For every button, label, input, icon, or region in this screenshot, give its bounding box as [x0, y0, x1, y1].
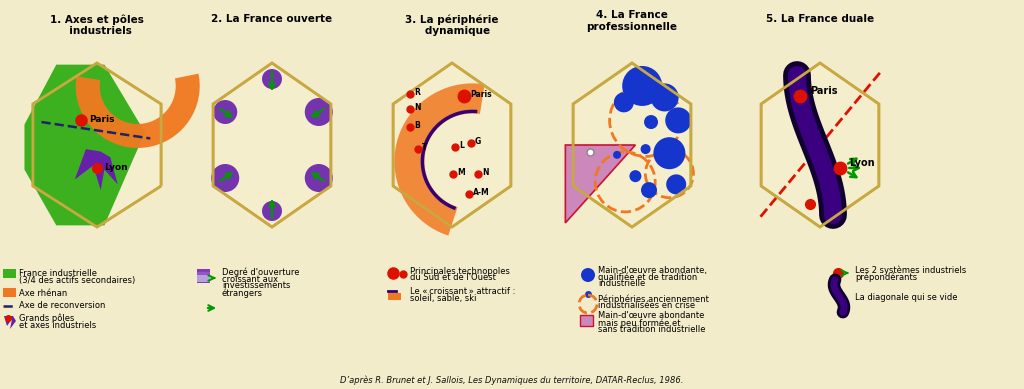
Circle shape — [644, 115, 658, 129]
Text: 4. La France
professionnelle: 4. La France professionnelle — [587, 10, 678, 32]
Text: sans tradition industrielle: sans tradition industrielle — [598, 326, 706, 335]
Polygon shape — [393, 63, 511, 227]
Text: 3. La périphérie
   dynamique: 3. La périphérie dynamique — [406, 14, 499, 36]
Text: Lyon: Lyon — [849, 158, 874, 168]
Circle shape — [641, 182, 657, 198]
Text: du Sud et de l'Ouest: du Sud et de l'Ouest — [410, 273, 496, 282]
Text: industrielle: industrielle — [598, 280, 645, 289]
Circle shape — [623, 66, 663, 106]
Circle shape — [630, 170, 641, 182]
Text: soleil, sable, ski: soleil, sable, ski — [410, 293, 476, 303]
Text: L: L — [460, 141, 464, 150]
Text: industrialisées en crise: industrialisées en crise — [598, 301, 695, 310]
Text: 2. La France ouverte: 2. La France ouverte — [211, 14, 333, 24]
Polygon shape — [25, 65, 145, 225]
Text: croissant aux: croissant aux — [222, 275, 279, 284]
Circle shape — [262, 201, 282, 221]
Polygon shape — [394, 83, 484, 236]
Text: Périphéries anciennement: Périphéries anciennement — [598, 294, 709, 304]
Circle shape — [641, 144, 650, 154]
Text: R: R — [414, 88, 420, 97]
Text: France industrielle: France industrielle — [19, 268, 97, 277]
Polygon shape — [573, 63, 691, 227]
Text: et axes industriels: et axes industriels — [19, 321, 96, 331]
FancyBboxPatch shape — [3, 269, 16, 278]
Polygon shape — [4, 316, 16, 329]
Polygon shape — [761, 63, 879, 227]
Polygon shape — [213, 63, 331, 227]
Text: qualifiée et de tradition: qualifiée et de tradition — [598, 272, 697, 282]
Text: Les 2 systèmes industriels: Les 2 systèmes industriels — [855, 265, 967, 275]
Polygon shape — [33, 63, 161, 227]
Text: La diagonale qui se vide: La diagonale qui se vide — [855, 293, 957, 303]
Text: Lyon: Lyon — [104, 163, 128, 172]
Circle shape — [653, 137, 685, 169]
Text: B: B — [414, 121, 420, 130]
Text: Principales technopoles: Principales technopoles — [410, 266, 510, 275]
Text: Paris: Paris — [90, 115, 115, 124]
Text: Axe de reconversion: Axe de reconversion — [19, 301, 105, 310]
Text: (3/4 des actifs secondaires): (3/4 des actifs secondaires) — [19, 275, 135, 284]
Polygon shape — [565, 145, 636, 223]
Text: Paris: Paris — [810, 86, 838, 96]
Text: Main-d'œuvre abondante: Main-d'œuvre abondante — [598, 312, 705, 321]
Text: D’après R. Brunet et J. Sallois, Les Dynamiques du territoire, DATAR-Reclus, 198: D’après R. Brunet et J. Sallois, Les Dyn… — [340, 375, 684, 385]
Text: Degré d'ouverture: Degré d'ouverture — [222, 267, 299, 277]
Circle shape — [305, 164, 333, 192]
Circle shape — [613, 92, 634, 112]
Text: G: G — [475, 137, 481, 146]
Text: A-M: A-M — [473, 188, 489, 197]
Polygon shape — [76, 74, 200, 148]
Text: Grands pôles: Grands pôles — [19, 313, 75, 323]
Text: T: T — [422, 143, 427, 152]
Text: prépondérants: prépondérants — [855, 272, 918, 282]
Circle shape — [667, 174, 686, 194]
FancyBboxPatch shape — [580, 315, 593, 326]
Circle shape — [305, 98, 333, 126]
FancyBboxPatch shape — [197, 272, 210, 282]
FancyBboxPatch shape — [197, 275, 210, 282]
Circle shape — [211, 164, 240, 192]
Text: N: N — [414, 103, 420, 112]
Circle shape — [581, 268, 595, 282]
Polygon shape — [75, 149, 118, 190]
Text: 1. Axes et pôles
  industriels: 1. Axes et pôles industriels — [50, 14, 144, 36]
FancyBboxPatch shape — [3, 288, 16, 297]
Circle shape — [213, 100, 238, 124]
Text: investissements: investissements — [222, 282, 291, 291]
Text: Le « croissant » attractif :: Le « croissant » attractif : — [410, 287, 515, 296]
Text: N: N — [482, 168, 488, 177]
Circle shape — [650, 83, 679, 111]
Text: 5. La France duale: 5. La France duale — [766, 14, 874, 24]
Circle shape — [262, 69, 282, 89]
Text: Paris: Paris — [470, 90, 492, 99]
Circle shape — [666, 107, 691, 133]
Circle shape — [613, 151, 621, 159]
FancyBboxPatch shape — [388, 293, 401, 300]
Text: M: M — [458, 168, 465, 177]
FancyBboxPatch shape — [197, 269, 210, 283]
Text: mais peu formée et: mais peu formée et — [598, 318, 681, 328]
Text: étrangers: étrangers — [222, 288, 263, 298]
Text: Main-d'œuvre abondante,: Main-d'œuvre abondante, — [598, 266, 707, 275]
Text: Axe rhénan: Axe rhénan — [19, 289, 68, 298]
